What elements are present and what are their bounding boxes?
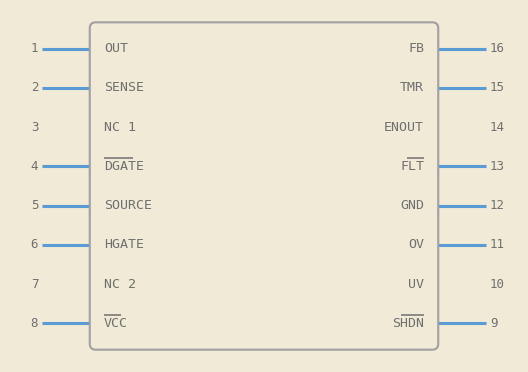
Text: 12: 12 [490,199,505,212]
Text: 10: 10 [490,278,505,291]
Text: 7: 7 [31,278,38,291]
Text: 4: 4 [31,160,38,173]
FancyBboxPatch shape [90,22,438,350]
Text: DGATE: DGATE [104,160,144,173]
Text: 16: 16 [490,42,505,55]
Text: 8: 8 [31,317,38,330]
Text: 14: 14 [490,121,505,134]
Text: FB: FB [408,42,424,55]
Text: 9: 9 [490,317,497,330]
Text: GND: GND [400,199,424,212]
Text: VCC: VCC [104,317,128,330]
Text: NC 2: NC 2 [104,278,136,291]
Text: 11: 11 [490,238,505,251]
Text: SHDN: SHDN [392,317,424,330]
Text: 2: 2 [31,81,38,94]
Text: 6: 6 [31,238,38,251]
Text: FLT: FLT [400,160,424,173]
Text: ENOUT: ENOUT [384,121,424,134]
Text: OV: OV [408,238,424,251]
Text: 1: 1 [31,42,38,55]
Text: NC 1: NC 1 [104,121,136,134]
Text: UV: UV [408,278,424,291]
Text: SENSE: SENSE [104,81,144,94]
Text: OUT: OUT [104,42,128,55]
Text: 3: 3 [31,121,38,134]
Text: SOURCE: SOURCE [104,199,152,212]
Text: 13: 13 [490,160,505,173]
Text: 15: 15 [490,81,505,94]
Text: TMR: TMR [400,81,424,94]
Text: 5: 5 [31,199,38,212]
Text: HGATE: HGATE [104,238,144,251]
